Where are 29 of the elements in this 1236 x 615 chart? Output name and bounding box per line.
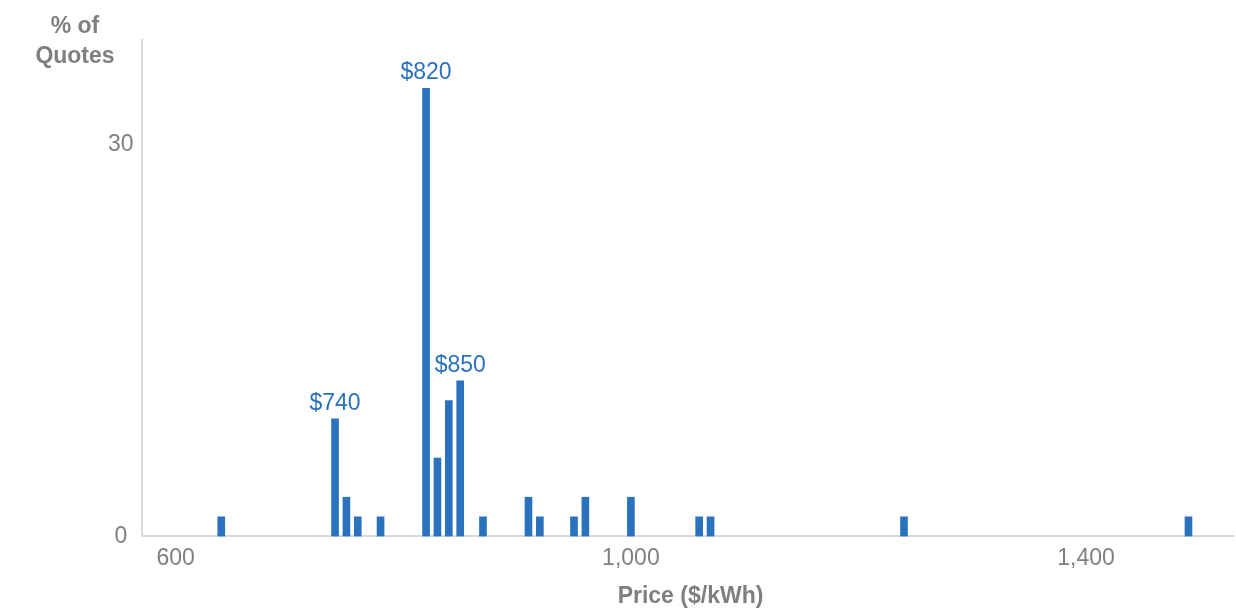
y-axis-title: % of Quotes [34,11,116,70]
annotation: $740 [309,388,361,415]
bar [581,496,590,537]
x-axis-title: Price ($/kWh) [616,582,765,609]
x-tick-label: 1,400 [1057,543,1115,570]
bar [524,496,533,537]
bar [479,516,487,537]
bar [695,516,703,537]
bar [353,516,362,537]
bar [422,88,430,537]
bar [1184,516,1193,537]
annotation: $850 [434,350,486,377]
x-tick-label: 600 [156,543,195,570]
bar [570,516,578,537]
bar [445,400,453,537]
bar [627,496,635,537]
bar [433,457,442,537]
bar [536,516,544,537]
bar [376,516,385,537]
bar [456,380,465,537]
bar [331,418,339,537]
bar [217,516,226,537]
annotation: $820 [400,58,452,85]
y-tick-label: 30 [107,129,134,156]
bar [900,516,908,537]
x-tick-label: 1,000 [602,543,660,570]
bar [342,496,351,537]
y-tick-label: 0 [114,521,128,548]
bar [706,516,715,537]
